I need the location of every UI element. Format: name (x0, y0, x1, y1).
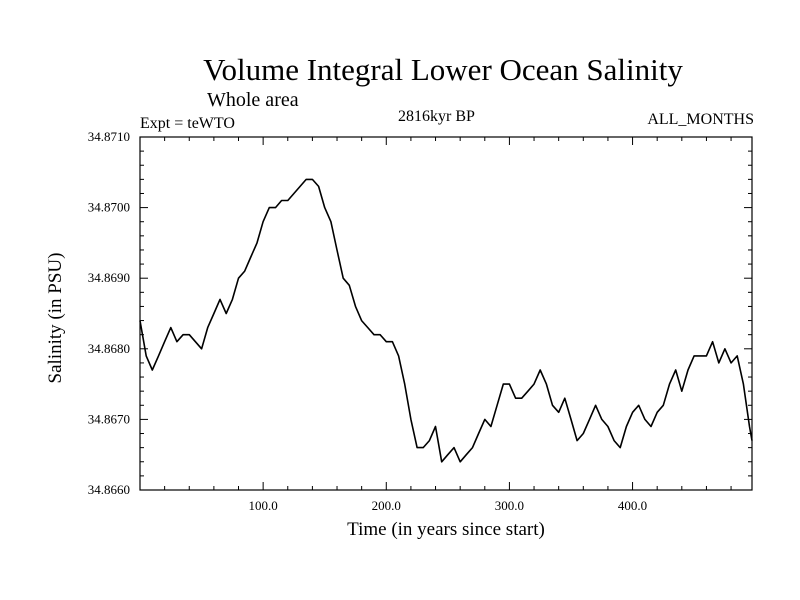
period-label: 2816kyr BP (398, 108, 475, 125)
months-label: ALL_MONTHS (647, 111, 754, 128)
y-tick-label: 34.8670 (88, 411, 130, 426)
y-tick-label: 34.8680 (88, 341, 130, 356)
plot-frame (139, 136, 753, 491)
x-axis-label: Time (in years since start) (347, 519, 545, 540)
x-tick-label: 400.0 (618, 498, 647, 513)
y-tick-label: 34.8700 (88, 200, 130, 215)
series-line-salinity (139, 178, 753, 463)
experiment-label: Expt = teWTO (140, 115, 235, 132)
x-tick-label: 300.0 (495, 498, 524, 513)
y-tick-label: 34.8690 (88, 270, 130, 285)
x-tick-label: 200.0 (372, 498, 401, 513)
x-tick-label: 100.0 (249, 498, 278, 513)
chart-title: Volume Integral Lower Ocean Salinity (203, 52, 683, 87)
chart-subtitle: Whole area (207, 89, 299, 111)
y-tick-label: 34.8660 (88, 482, 130, 497)
y-tick-label: 34.8710 (88, 129, 130, 144)
